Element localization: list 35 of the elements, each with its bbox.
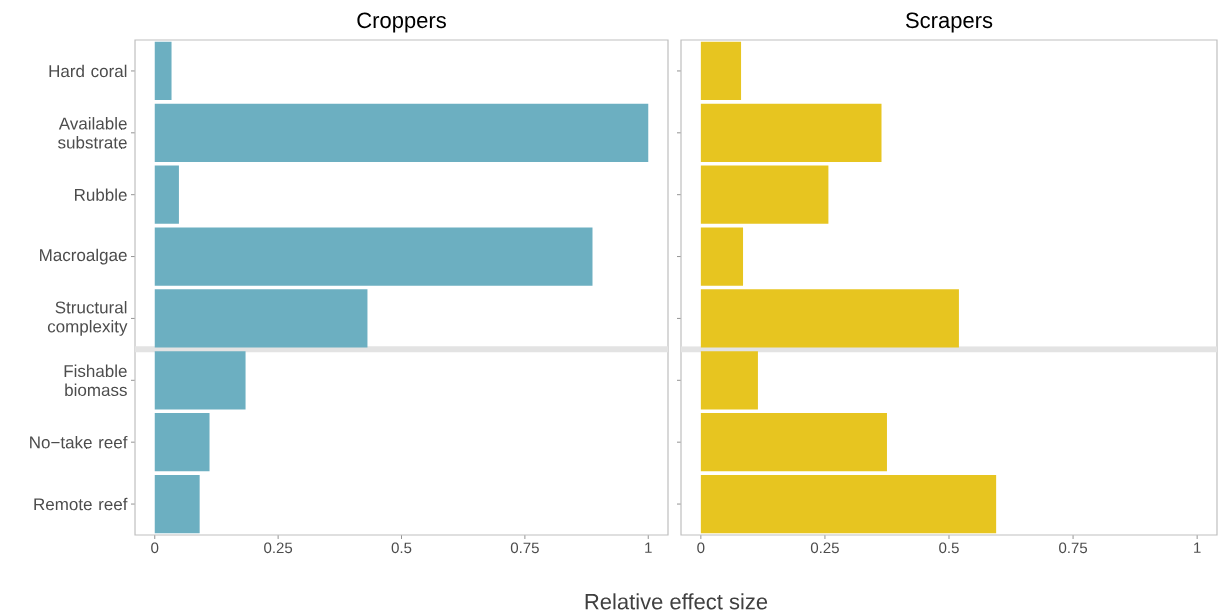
bar	[154, 413, 210, 472]
bar	[154, 227, 593, 286]
x-tick-label: 1	[645, 542, 652, 553]
y-tick-label: Fishable biomass	[64, 364, 127, 397]
y-tick-label: Remote reef	[34, 497, 128, 511]
chart-title: Scrapers	[905, 12, 993, 33]
x-tick-label: 0.75	[1059, 542, 1088, 554]
y-tick-label: Hard coral	[49, 64, 127, 78]
bar	[154, 103, 649, 162]
bar	[700, 165, 829, 224]
x-tick-label: 1	[1194, 542, 1201, 553]
chart-title: Croppers	[357, 12, 446, 33]
x-tick-label: 0.75	[510, 542, 539, 554]
bar	[700, 103, 882, 162]
x-tick-label: 0.25	[810, 542, 839, 554]
y-tick-label: No−take reef	[30, 435, 128, 449]
y-tick-label: Rubble	[75, 188, 127, 201]
bar	[700, 351, 758, 410]
bar	[154, 41, 172, 101]
bar	[154, 351, 246, 410]
x-tick-label: 0.25	[264, 542, 293, 554]
y-tick-label: Available substrate	[58, 117, 127, 149]
x-tick-label: 0	[151, 542, 159, 554]
bar	[154, 474, 200, 534]
bar	[700, 474, 997, 534]
x-tick-label: 0.5	[939, 542, 959, 554]
bar	[700, 227, 744, 286]
y-tick-label: Macroalgae	[40, 248, 127, 265]
x-axis-title: Relative effect size	[585, 593, 768, 610]
bar	[154, 165, 179, 224]
bar	[700, 413, 887, 472]
x-tick-label: 0	[697, 542, 705, 554]
y-tick-label: Structural complexity	[47, 301, 128, 336]
bar	[700, 41, 742, 101]
x-tick-label: 0.5	[391, 542, 412, 554]
